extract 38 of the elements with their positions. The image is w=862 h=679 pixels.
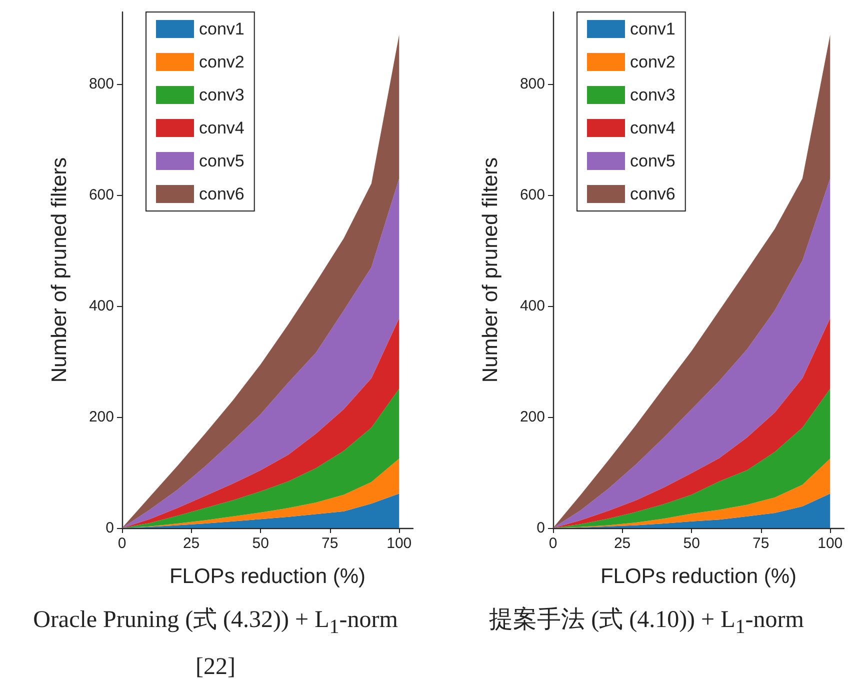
x-tick-label: 50: [683, 535, 700, 552]
y-tick-label: 200: [88, 408, 114, 426]
legend-label: conv4: [199, 118, 244, 138]
x-tick-label: 0: [548, 535, 558, 552]
x-tick-label: 75: [322, 535, 338, 552]
x-tick-label: 25: [614, 535, 631, 552]
y-tick-label: 600: [520, 186, 545, 204]
x-tick-label: 100: [386, 535, 412, 552]
y-tick-label: 0: [106, 520, 114, 536]
x-tick-label: 50: [252, 535, 269, 552]
legend-label: conv4: [630, 118, 676, 138]
y-tick-label: 800: [520, 76, 545, 93]
legend-label: conv6: [199, 184, 244, 204]
y-tick-label: 0: [536, 520, 545, 536]
legend-label: conv1: [199, 20, 244, 38]
y-tick-label: 200: [520, 408, 545, 426]
y-axis-title: Number of pruned filters: [479, 157, 502, 383]
y-tick-label: 600: [88, 186, 114, 204]
legend-label: conv2: [199, 52, 244, 72]
legend-label: conv5: [630, 152, 676, 170]
y-axis-title: Number of pruned filters: [48, 157, 71, 383]
legend-label: conv6: [630, 184, 676, 204]
y-tick-label: 400: [88, 298, 114, 315]
x-axis-title: FLOPs reduction (%): [169, 565, 366, 588]
text: Oracle Pruning (式 (4.32)) + L$_{1}$-norm [22]: [33, 607, 398, 679]
legend-label: conv5: [199, 152, 244, 170]
legend-label: conv3: [199, 86, 244, 104]
x-tick-label: 75: [752, 535, 770, 552]
x-tick-label: 0: [118, 535, 126, 552]
legend-label: conv3: [630, 86, 676, 104]
legend-label: conv2: [630, 52, 676, 72]
x-axis-title: FLOPs reduction (%): [600, 565, 797, 588]
y-tick-label: 800: [88, 76, 114, 93]
x-tick-label: 100: [818, 535, 843, 552]
y-tick-label: 400: [520, 298, 545, 315]
legend-label: conv1: [630, 20, 676, 38]
x-tick-label: 25: [182, 535, 200, 552]
text: 提案手法 (式 (4.10)) + L$_{1}$-norm: [488, 606, 805, 640]
